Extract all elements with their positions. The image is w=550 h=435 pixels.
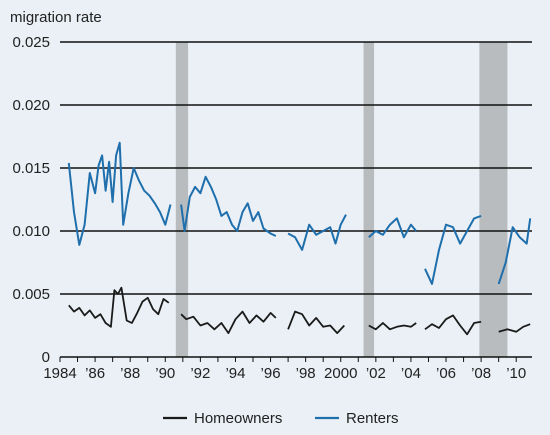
series-homeowners-segment-0	[68, 286, 170, 328]
x-tick-label-4: ’92	[190, 365, 210, 382]
shaded-period-2	[479, 42, 508, 357]
series-lines	[67, 141, 532, 336]
y-tick-label-2: 0.015	[12, 160, 50, 177]
y-tick-labels: 0.025 0.020 0.015 0.010 0.005 0	[12, 34, 50, 366]
legend-item-renters: Renters	[315, 410, 399, 427]
x-tick-label-6: ’96	[261, 365, 281, 382]
y-axis-title: migration rate	[10, 9, 102, 26]
x-tick-label-12: ’08	[471, 365, 491, 382]
x-tick-label-10: ’04	[401, 365, 421, 382]
gridlines	[60, 41, 532, 358]
series-homeowners-segment-4	[424, 314, 482, 336]
x-tick-label-13: ’10	[506, 365, 526, 382]
y-tick-label-3: 0.010	[12, 223, 50, 240]
recession-shading	[175, 42, 508, 357]
y-tick-label-0: 0.025	[12, 34, 50, 51]
x-tick-label-3: ’90	[155, 365, 175, 382]
series-homeowners-segment-5	[498, 323, 531, 333]
series-renters-segment-5	[497, 218, 532, 285]
series-homeowners-segment-1	[180, 310, 277, 335]
series-renters-segment-0	[67, 141, 172, 246]
shaded-period-1	[363, 42, 375, 357]
legend: Homeowners Renters	[163, 410, 399, 427]
y-tick-label-1: 0.020	[12, 97, 50, 114]
x-tick-label-7: ’98	[296, 365, 316, 382]
legend-item-homeowners: Homeowners	[163, 410, 282, 427]
x-tick-label-5: ’94	[225, 365, 245, 382]
y-tick-label-4: 0.005	[12, 286, 50, 303]
series-homeowners-segment-2	[287, 310, 345, 335]
x-tick-label-2: ’88	[120, 365, 140, 382]
x-axis: 1984 ’86 ’88 ’90 ’92 ’94 ’96 ’98 2000 ’02 ’04 ’06 ’0…	[43, 357, 526, 382]
legend-label-homeowners: Homeowners	[194, 410, 282, 427]
x-tick-label-11: ’06	[436, 365, 456, 382]
series-renters-segment-1	[180, 175, 277, 237]
x-tick-label-9: ’02	[366, 365, 386, 382]
x-tick-label-1: ’86	[85, 365, 105, 382]
legend-label-renters: Renters	[346, 410, 399, 427]
series-homeowners-segment-3	[368, 322, 417, 331]
x-tick-label-8: 2000	[324, 365, 357, 382]
y-tick-label-5: 0	[42, 349, 50, 366]
x-tick-label-0: 1984	[43, 365, 76, 382]
series-renters-segment-4	[424, 214, 482, 285]
series-renters-segment-3	[368, 217, 417, 239]
shaded-period-0	[175, 42, 189, 357]
series-renters-segment-2	[287, 214, 347, 251]
